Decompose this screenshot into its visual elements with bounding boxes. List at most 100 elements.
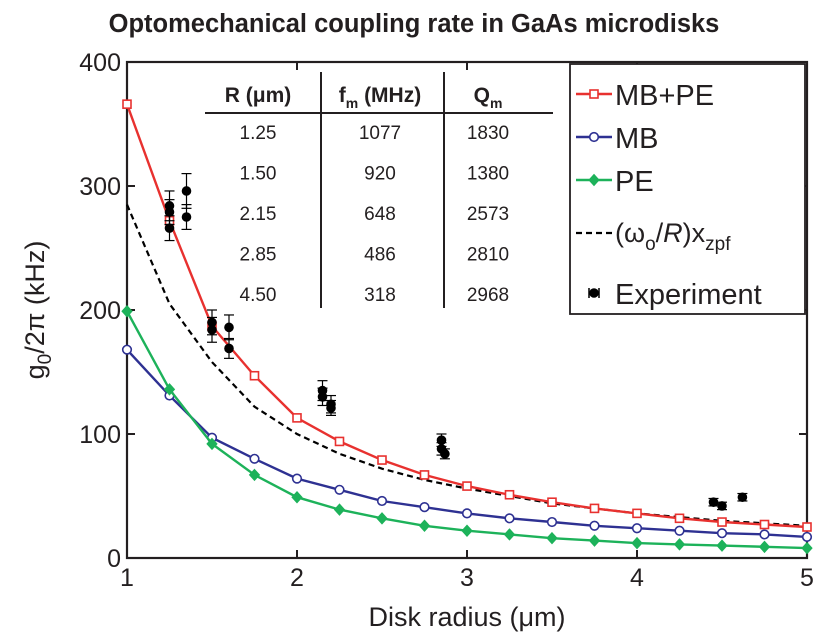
y-axis-label: g0/2π (kHz) — [20, 241, 56, 380]
table-cell: 2.15 — [240, 204, 277, 225]
legend-label-mb-pe: MB+PE — [615, 80, 714, 112]
legend-marker-experiment — [589, 288, 599, 298]
data-point-pe — [716, 539, 728, 552]
table-header-cell: Qm — [474, 84, 503, 111]
data-point-mb — [461, 508, 473, 519]
data-point-mb — [801, 531, 813, 543]
experiment-point — [440, 449, 450, 459]
y-tick-label: 300 — [79, 173, 121, 201]
data-point-mb-pe — [632, 508, 642, 519]
y-axis-label-sub: 0 — [35, 354, 56, 365]
experiment-point — [317, 392, 328, 402]
axes: 1 2 3 4 5 0 100 200 300 400 — [79, 49, 814, 592]
y-axis-label-rest: /2π (kHz) — [20, 241, 50, 354]
data-point-pe — [418, 519, 431, 533]
data-point-pe — [163, 383, 176, 396]
data-point-mb — [631, 523, 643, 534]
experiment-point — [224, 322, 234, 333]
experiment-point — [181, 212, 192, 222]
data-point-pe — [333, 503, 346, 516]
table-cell: 2.85 — [240, 245, 277, 266]
y-axis-label-main: g — [20, 364, 50, 379]
table-header-cell: R (μm) — [225, 84, 292, 107]
table-cell: 1.50 — [240, 164, 277, 185]
data-point-mb — [589, 520, 600, 531]
experiment-point — [737, 492, 748, 503]
table-cell: 1.25 — [240, 123, 277, 144]
data-point-mb-pe — [334, 436, 345, 447]
data-point-mb-pe — [122, 99, 132, 109]
legend-marker-mb — [588, 131, 600, 143]
y-tick-label: 0 — [107, 545, 121, 573]
data-point-mb-pe — [462, 481, 472, 491]
legend-label-experiment: Experiment — [615, 279, 762, 311]
legend-label-dashed: (ωo/R)xzpf — [615, 218, 731, 255]
data-point-pe — [206, 437, 218, 451]
table-cell: 2573 — [467, 204, 509, 225]
table-cell: 1830 — [467, 123, 509, 144]
table-cell: 4.50 — [240, 285, 277, 306]
x-tick-label: 4 — [630, 564, 644, 592]
data-point-pe — [376, 512, 388, 525]
table-cell: 2968 — [467, 285, 509, 306]
data-point-mb-pe — [377, 455, 387, 465]
data-point-pe — [801, 541, 813, 555]
experiment-layer — [164, 173, 748, 511]
data-point-pe — [546, 531, 558, 545]
table-cell: 318 — [364, 285, 396, 306]
table-header-cell: fm (MHz) — [339, 84, 421, 111]
experiment-point — [224, 343, 234, 354]
legend-label-mb: MB — [615, 123, 659, 155]
data-point-mb-pe — [292, 413, 302, 423]
data-point-mb-pe — [759, 519, 770, 530]
data-point-pe — [588, 534, 601, 547]
table-cell: 920 — [364, 164, 396, 185]
data-point-mb — [376, 495, 388, 507]
data-point-pe — [631, 536, 643, 550]
experiment-point — [717, 501, 727, 511]
experiment-point — [164, 223, 175, 233]
data-point-mb-pe — [504, 489, 515, 500]
experiment-point — [326, 403, 336, 413]
data-point-mb-pe — [547, 497, 557, 508]
data-point-mb — [546, 516, 558, 528]
data-point-mb — [674, 525, 685, 536]
data-point-pe — [461, 524, 473, 537]
experiment-point — [164, 207, 175, 217]
x-tick-label: 2 — [290, 564, 304, 592]
data-point-mb-pe — [249, 370, 260, 381]
y-tick-label: 400 — [79, 49, 121, 77]
inset-table: R (μm) fm (MHz) Qm 1.25 1077 1830 1.50 920 1380 2… — [205, 72, 553, 308]
data-point-pe — [291, 490, 303, 504]
table-cell: 486 — [364, 245, 396, 266]
data-point-mb-pe — [717, 517, 727, 527]
data-point-pe — [758, 540, 771, 554]
chart-title: Optomechanical coupling rate in GaAs mic… — [109, 10, 720, 38]
experiment-point — [708, 497, 719, 508]
data-point-mb — [249, 453, 260, 464]
experiment-point — [207, 325, 217, 335]
y-tick-label: 100 — [79, 421, 121, 449]
table-cell: 2810 — [467, 245, 509, 266]
experiment-point — [181, 186, 192, 196]
legend-box — [569, 63, 806, 315]
data-point-mb — [419, 502, 430, 513]
y-tick-label: 200 — [79, 297, 121, 325]
x-axis-label: Disk radius (μm) — [368, 602, 565, 632]
data-point-mb — [716, 528, 728, 539]
legend-label-pe: PE — [615, 166, 654, 198]
data-point-mb — [504, 513, 515, 524]
data-point-mb — [291, 473, 303, 484]
legend: MB+PE MB PE (ωo/R)xzpf Experiment — [569, 63, 806, 315]
x-tick-label: 1 — [120, 564, 134, 592]
data-point-pe — [503, 528, 516, 541]
data-point-pe — [673, 538, 686, 551]
data-point-mb-pe — [674, 513, 685, 524]
data-point-mb-pe — [589, 503, 600, 514]
table-cell: 1077 — [359, 123, 401, 144]
data-point-mb — [334, 484, 345, 495]
legend-marker-mb-pe — [589, 89, 599, 99]
table-cell: 648 — [364, 204, 396, 225]
